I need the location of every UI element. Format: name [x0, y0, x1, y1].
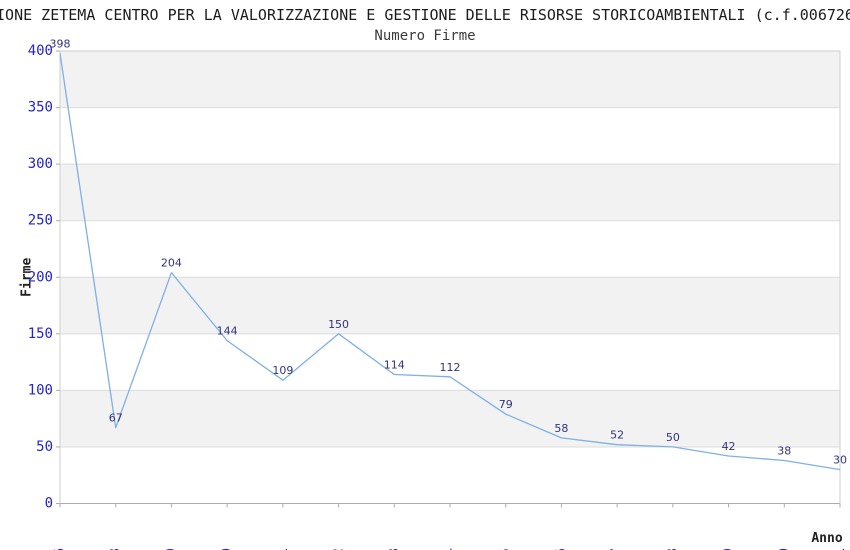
- data-label: 58: [554, 422, 568, 435]
- x-tick-label: 2018: [665, 548, 681, 550]
- y-tick-label: 300: [28, 156, 53, 172]
- x-tick-label: 2008: [108, 548, 124, 550]
- data-line: [59, 53, 841, 471]
- data-label: 112: [440, 361, 461, 374]
- data-label: 109: [272, 364, 293, 377]
- plot-band: [60, 164, 840, 221]
- data-label: 67: [109, 412, 123, 425]
- x-tick-label: 2011: [275, 548, 291, 550]
- data-label: 204: [161, 257, 182, 270]
- x-tick-label: 2017: [609, 548, 625, 550]
- data-label: 42: [722, 440, 736, 453]
- x-tick-label: 2012: [331, 548, 347, 550]
- data-label: 144: [217, 325, 238, 338]
- data-label: 79: [499, 398, 513, 411]
- y-axis-title: Firme: [20, 258, 35, 297]
- data-label: 38: [777, 445, 791, 458]
- y-tick-label: 350: [28, 100, 53, 116]
- plot-band: [60, 390, 840, 447]
- y-tick-label: 50: [36, 439, 53, 455]
- y-tick-label: 200: [28, 269, 53, 285]
- x-tick-label: 2021: [832, 548, 848, 550]
- data-label: 114: [384, 359, 405, 372]
- data-label: 30: [833, 454, 847, 467]
- x-tick-label: 2013: [386, 548, 402, 550]
- plot-band: [60, 277, 840, 334]
- x-tick-label: 2006: [52, 548, 68, 550]
- y-tick-label: 100: [28, 382, 53, 398]
- data-label: 398: [50, 37, 71, 50]
- x-tick-label: 2014: [442, 548, 458, 550]
- y-tick-label: 150: [28, 326, 53, 342]
- x-tick-label: 2020: [776, 548, 792, 550]
- data-label: 150: [328, 318, 349, 331]
- y-tick-label: 250: [28, 213, 53, 229]
- data-label: 52: [610, 429, 624, 442]
- y-tick-label: 0: [45, 496, 53, 512]
- chart-title: IONE ZETEMA CENTRO PER LA VALORIZZAZIONE…: [0, 6, 850, 24]
- x-axis-title: Anno: [811, 531, 842, 546]
- x-tick-label: 2019: [721, 548, 737, 550]
- x-tick-label: 2009: [163, 548, 179, 550]
- x-tick-label: 2016: [553, 548, 569, 550]
- y-tick-label: 400: [28, 43, 53, 59]
- chart-subtitle: Numero Firme: [374, 28, 476, 44]
- x-tick-label: 2015: [498, 548, 514, 550]
- plot-band: [60, 51, 840, 108]
- x-tick-label: 2010: [219, 548, 235, 550]
- data-label: 50: [666, 431, 680, 444]
